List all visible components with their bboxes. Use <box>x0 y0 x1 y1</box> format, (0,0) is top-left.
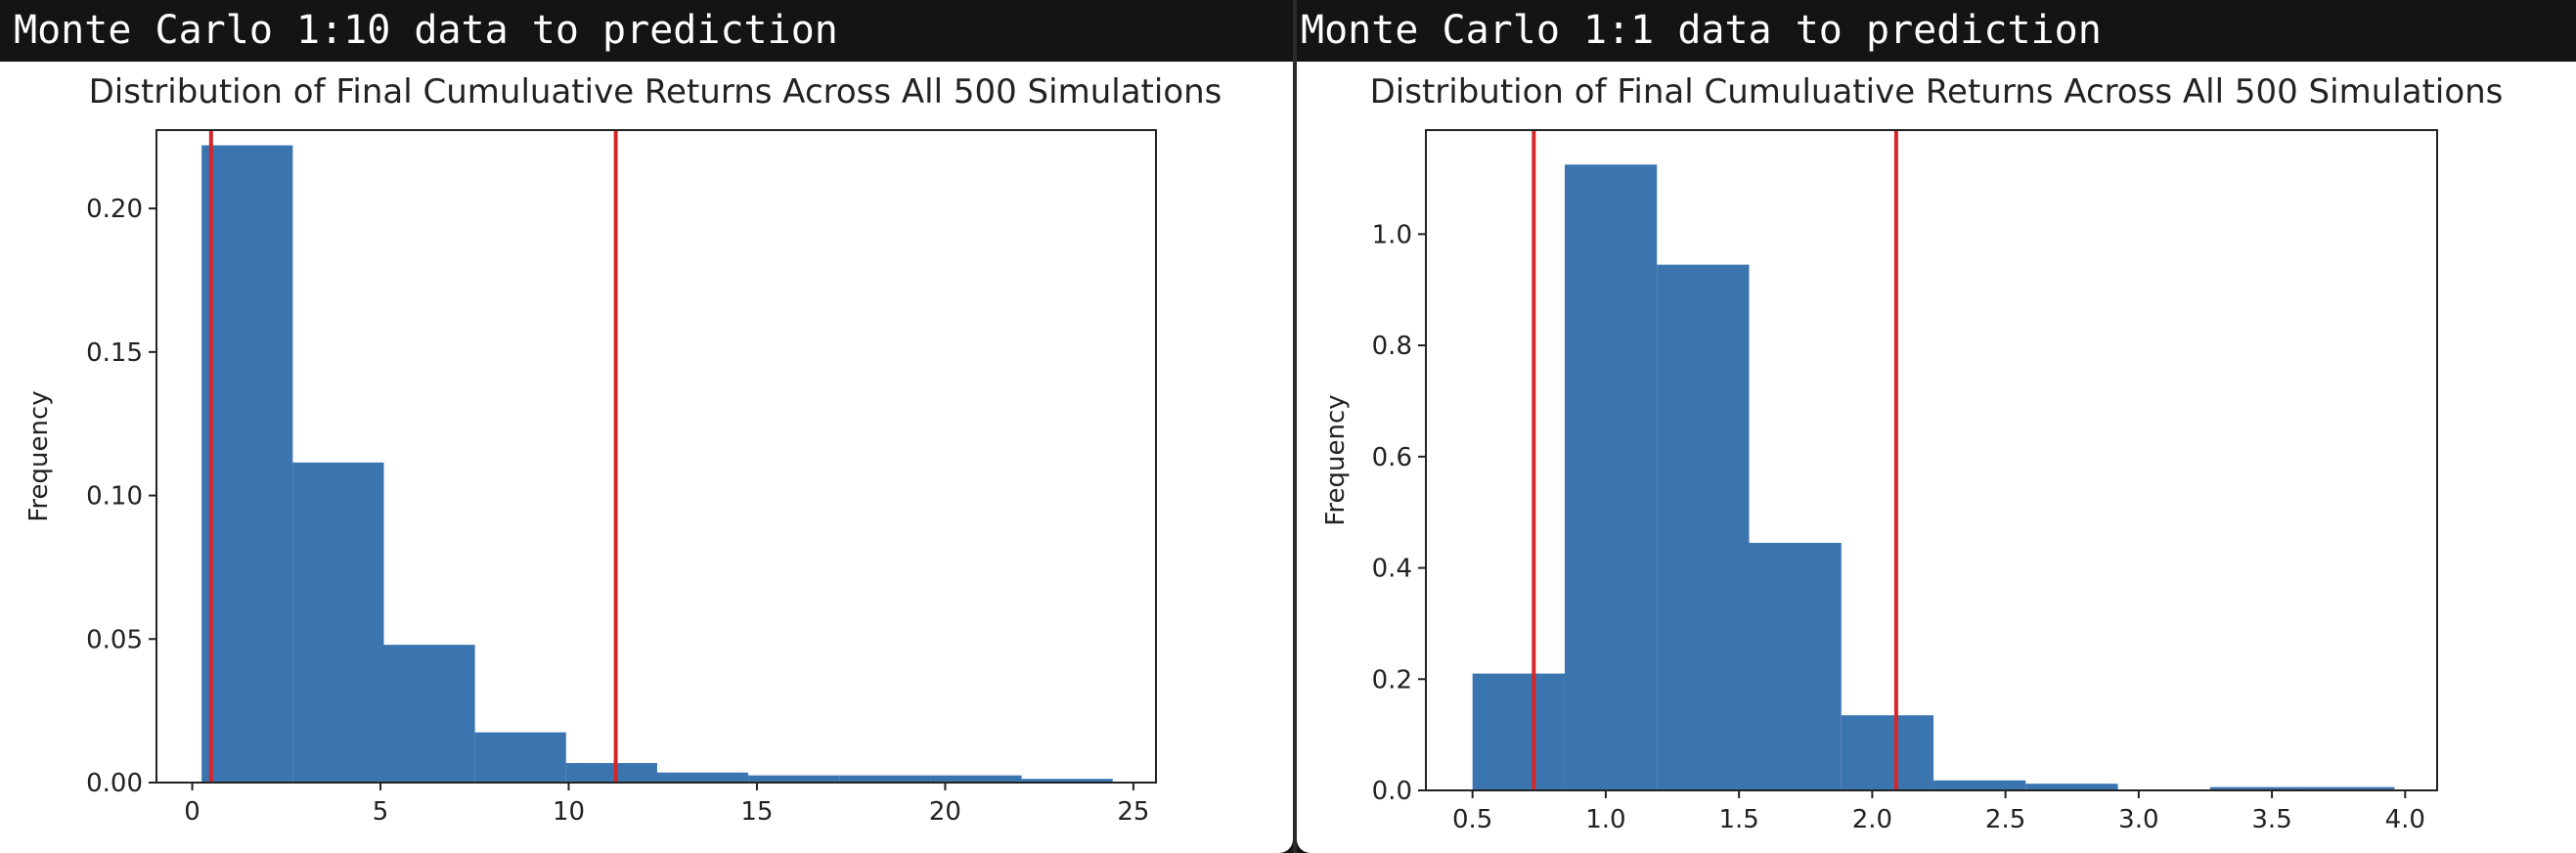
histogram-bar <box>1657 265 1749 790</box>
histogram-bar <box>292 463 383 783</box>
histogram-bar <box>201 146 292 783</box>
x-tick-label: 4.0 <box>2385 805 2425 834</box>
x-tick-label: 20 <box>929 797 961 827</box>
histogram-bar <box>1842 715 1933 790</box>
x-tick-label: 5 <box>373 797 389 827</box>
x-tick-label: 2.5 <box>1985 805 2025 834</box>
x-tick-label: 0.5 <box>1452 805 1492 834</box>
histogram-bar <box>384 645 475 783</box>
monte-carlo-1-10-panel: Monte Carlo 1:10 data to prediction Dist… <box>0 0 1293 853</box>
histogram-chart: Distribution of Final Cumuluative Return… <box>0 62 1293 853</box>
histogram-bar <box>475 733 566 783</box>
y-tick-label: 0.2 <box>1372 665 1412 695</box>
y-tick-label: 0.15 <box>86 338 143 368</box>
y-tick-label: 0.00 <box>86 769 143 798</box>
x-tick-label: 1.0 <box>1585 805 1625 834</box>
y-tick-label: 0.4 <box>1372 555 1412 584</box>
x-tick-label: 10 <box>553 797 585 827</box>
y-tick-label: 0.0 <box>1372 777 1412 806</box>
histogram-bar <box>2025 784 2117 790</box>
y-axis-label: Frequency <box>24 390 54 521</box>
window-title: Monte Carlo 1:1 data to prediction <box>1297 0 2576 62</box>
x-tick-label: 1.5 <box>1718 805 1758 834</box>
y-tick-label: 0.6 <box>1372 443 1412 472</box>
x-tick-label: 25 <box>1117 797 1149 827</box>
chart-title: Distribution of Final Cumuluative Return… <box>1370 72 2504 112</box>
y-tick-label: 1.0 <box>1372 220 1412 249</box>
x-tick-label: 0 <box>184 797 200 827</box>
histogram-bar <box>1933 781 2025 790</box>
y-tick-label: 0.20 <box>86 195 143 224</box>
y-tick-label: 0.10 <box>86 482 143 512</box>
histogram-bar <box>748 776 839 783</box>
window-title: Monte Carlo 1:10 data to prediction <box>0 0 1293 62</box>
x-tick-label: 3.5 <box>2251 805 2291 834</box>
x-tick-label: 2.0 <box>1852 805 1892 834</box>
y-tick-label: 0.8 <box>1372 332 1412 361</box>
y-tick-label: 0.05 <box>86 625 143 654</box>
histogram-bar <box>566 763 657 783</box>
y-axis-label: Frequency <box>1321 394 1351 525</box>
histogram-bar <box>1749 543 1841 790</box>
histogram-bar <box>1473 674 1565 790</box>
histogram-bar <box>657 773 748 783</box>
x-tick-label: 3.0 <box>2118 805 2158 834</box>
histogram-bar <box>1565 164 1657 790</box>
histogram-bar <box>839 776 930 783</box>
monte-carlo-1-1-panel: Monte Carlo 1:1 data to prediction Distr… <box>1297 0 2576 853</box>
chart-title: Distribution of Final Cumuluative Return… <box>89 72 1222 112</box>
histogram-bar <box>930 776 1021 783</box>
x-tick-label: 15 <box>740 797 773 827</box>
histogram-chart: Distribution of Final Cumuluative Return… <box>1297 62 2576 853</box>
